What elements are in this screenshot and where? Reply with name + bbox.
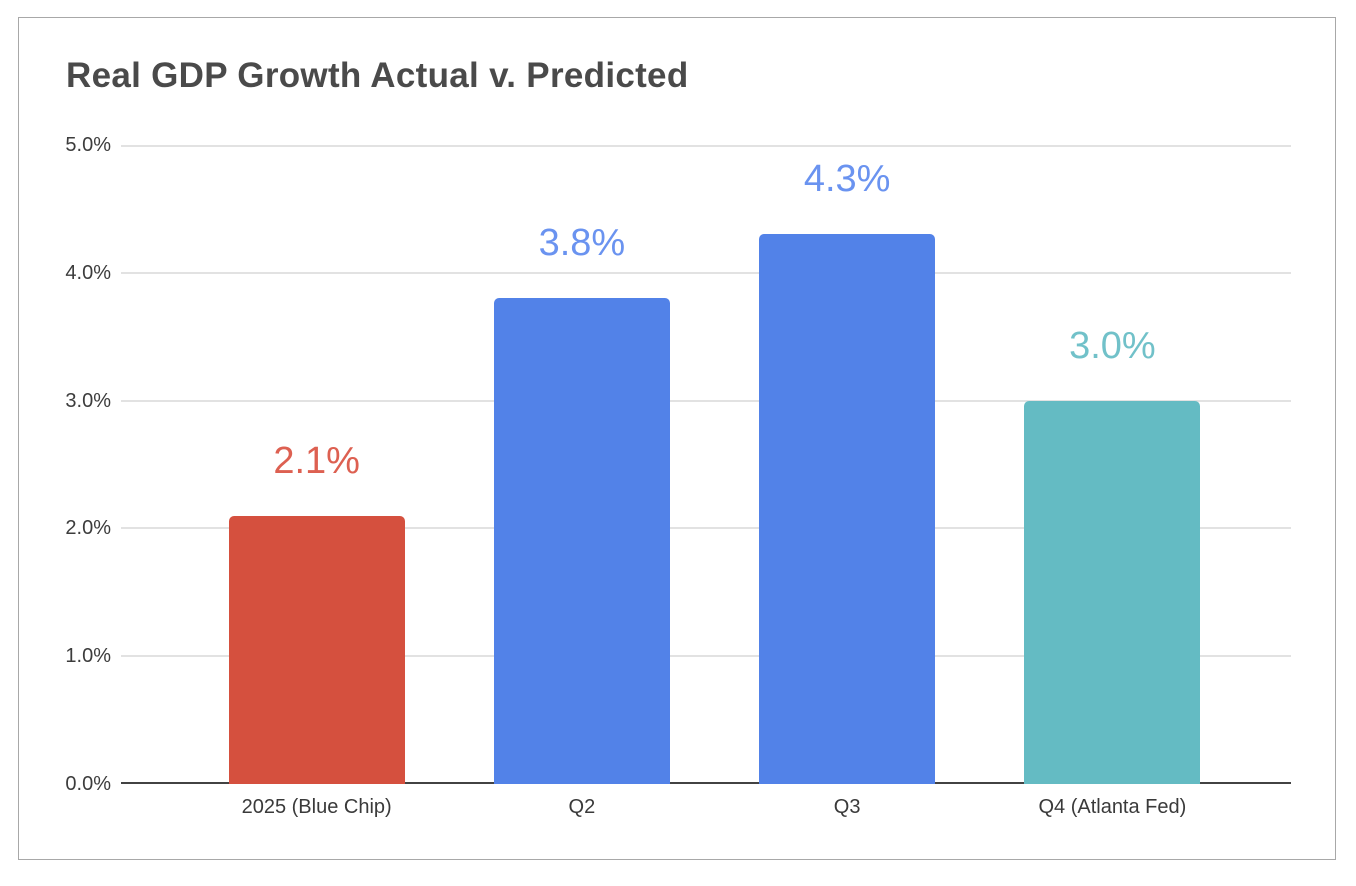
bar-cell: 4.3% [715, 145, 980, 784]
bar-2025-blue-chip [228, 515, 405, 784]
bar-cell: 3.0% [980, 145, 1245, 784]
bar-cell: 3.8% [449, 145, 714, 784]
bars-row: 2.1% 3.8% 4.3% 3.0% [184, 145, 1245, 784]
x-axis-category-label: Q3 [833, 796, 861, 818]
x-axis-line [121, 782, 1291, 784]
chart-title: Real GDP Growth Actual v. Predicted [66, 56, 689, 95]
y-axis-tick-label: 0.0% [65, 773, 111, 795]
gridline [121, 527, 1291, 530]
bar-cell: 2.1% [184, 145, 449, 784]
bar-value-label: 3.8% [538, 222, 626, 265]
gridline [121, 655, 1291, 658]
bar-q3 [759, 234, 936, 784]
gridline [121, 271, 1291, 274]
plot-area: 2.1% 3.8% 4.3% 3.0% 2025 (Blue Chip) Q2 Q3 Q4 … [121, 145, 1291, 818]
bar-value-label: 4.3% [803, 158, 891, 201]
x-axis-category-label: Q4 (Atlanta Fed) [1038, 796, 1187, 818]
y-axis-tick-label: 4.0% [65, 261, 111, 284]
y-axis-tick-label: 3.0% [65, 389, 111, 412]
x-axis-category-label: Q2 [568, 796, 596, 818]
x-axis-labels: 2025 (Blue Chip) Q2 Q3 Q4 (Atlanta Fed) [184, 796, 1245, 819]
bar-value-label: 3.0% [1069, 324, 1156, 367]
y-axis-tick-label: 2.0% [65, 517, 111, 540]
bar-value-label: 2.1% [273, 439, 360, 482]
gridline [121, 399, 1291, 402]
gridline [121, 145, 1291, 147]
x-axis-category-label: 2025 (Blue Chip) [241, 796, 392, 818]
bar-q2 [493, 298, 670, 784]
bar-q4-atlanta-fed [1024, 400, 1201, 784]
y-axis-tick-label: 1.0% [65, 645, 111, 668]
chart-frame[interactable]: Real GDP Growth Actual v. Predicted 0.0%… [18, 17, 1336, 860]
y-axis-tick-label: 5.0% [65, 134, 111, 156]
